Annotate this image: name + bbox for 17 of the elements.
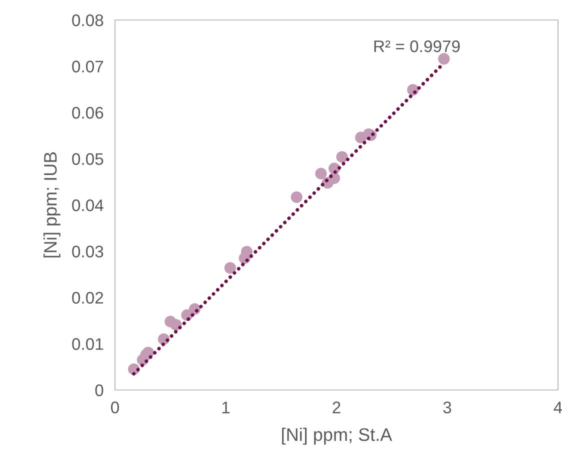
x-tick-label: 3	[443, 402, 452, 414]
x-tick-label: 4	[554, 402, 562, 414]
annotation: R² = 0.9979	[374, 40, 460, 52]
y-tick-label: 0.05	[72, 153, 104, 165]
x-axis-title: [Ni] ppm; St.A	[282, 428, 392, 445]
x-tick-label: 2	[332, 402, 340, 414]
y-axis-title: [Ni] ppm; IUB	[44, 152, 60, 258]
y-tick-label: 0.04	[72, 199, 104, 212]
y-tick-label: 0.01	[72, 338, 104, 350]
y-tick-label: 0.06	[72, 106, 104, 119]
y-tick-label: 0.08	[72, 14, 104, 26]
y-tick-label: 0.07	[72, 60, 104, 72]
y-tick-label: 0	[95, 384, 104, 396]
y-tick-label: 0.02	[72, 292, 104, 304]
y-tick-label: 0.03	[72, 246, 104, 258]
x-tick-label: 1	[222, 402, 230, 414]
x-tick-label: 0	[111, 402, 119, 414]
